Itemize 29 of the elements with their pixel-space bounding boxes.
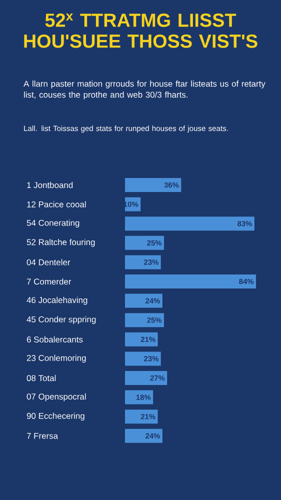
bar: [125, 332, 158, 346]
y-tick-label: 23 Conlemoring: [26, 354, 86, 363]
y-tick-label: 07 Openspocral: [26, 393, 86, 402]
bar: [125, 236, 164, 250]
bar: [125, 352, 161, 366]
y-tick-label: 7 Frersa: [26, 432, 58, 439]
bar: [125, 255, 161, 270]
bar: [125, 294, 162, 308]
y-tick-label: 04 Denteler: [26, 259, 70, 266]
bar: [125, 410, 158, 424]
bar: [125, 313, 164, 328]
bar: [125, 390, 154, 404]
y-tick-label: 52 Raltche fouring: [26, 238, 95, 247]
bar: [125, 178, 182, 192]
y-tick-label: 12 Pacice cooal: [27, 201, 86, 208]
y-tick-label: 45 Conder sppring: [26, 316, 96, 324]
bar: [125, 216, 254, 231]
bar: [125, 274, 256, 288]
y-tick-label: 46 Jocalehaving: [26, 296, 88, 305]
y-tick-label: 7 Comerder: [26, 278, 72, 285]
y-tick-label: 08 Total: [26, 374, 56, 382]
y-tick-label: 1 Jontboand: [27, 182, 73, 188]
chart-title: 52$^{x}$ TTRATMG LIISST HOU'SUEE THOSS VIST'S: [24, 14, 258, 48]
y-tick-label: 6 Sobalercants: [26, 336, 83, 342]
chart-subtitle: A llarn paster mation grrouds for house ftar listeats us of retarty list, couses the prothe and web 30/3 fharts.: [24, 80, 266, 100]
y-tick-label: 90 Ecchecering: [26, 412, 84, 421]
bar: [125, 370, 168, 385]
y-tick-label: 54 Conerating: [26, 220, 80, 228]
bar: [125, 428, 162, 443]
